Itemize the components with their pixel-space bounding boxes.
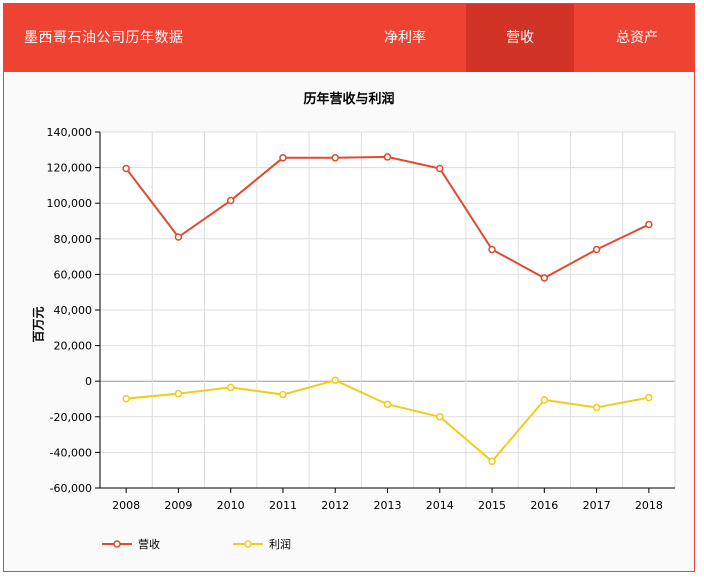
data-point[interactable] <box>331 154 339 162</box>
data-point[interactable] <box>383 153 392 161</box>
legend[interactable]: 营收 利润 <box>102 537 291 551</box>
chart-title: 历年营收与利润 <box>303 92 395 107</box>
chart-panel: 墨西哥石油公司历年数据 净利率 营收 总资产 历年营收与利润 百万元 140,0… <box>3 3 695 572</box>
line-chart: 140,000 120,000 100,000 80,000 60,000 40,000 2… <box>47 126 676 551</box>
tab-total-assets[interactable]: 总资产 <box>616 30 658 46</box>
y-tick-label: 60,000 <box>54 268 93 281</box>
data-point[interactable] <box>488 457 496 466</box>
data-point[interactable] <box>226 383 235 392</box>
app-title: 墨西哥石油公司历年数据 <box>24 30 184 46</box>
x-tick-label: 2012 <box>321 499 349 512</box>
data-point[interactable] <box>540 396 549 404</box>
data-point[interactable] <box>488 245 496 254</box>
x-tick-label: 2017 <box>583 499 611 512</box>
legend-label[interactable]: 营收 <box>138 537 160 551</box>
y-tick-label: 120,000 <box>47 162 93 175</box>
y-tick-label: 140,000 <box>47 126 93 139</box>
data-point[interactable] <box>122 164 130 173</box>
y-tick-label: -60,000 <box>50 482 92 495</box>
data-point[interactable] <box>226 196 235 205</box>
x-tick-label: 2009 <box>164 499 192 512</box>
grid <box>99 131 676 489</box>
y-tick-label: -40,000 <box>50 446 92 459</box>
y-tick-label: 80,000 <box>54 233 93 246</box>
data-point[interactable] <box>540 274 549 282</box>
tab-net-margin[interactable]: 净利率 <box>384 30 426 46</box>
axes: 140,000 120,000 100,000 80,000 60,000 40,000 2… <box>47 126 675 512</box>
data-point[interactable] <box>174 233 183 241</box>
x-tick-label: 2018 <box>635 499 663 512</box>
data-point[interactable] <box>279 154 287 162</box>
legend-marker <box>113 540 121 548</box>
legend-marker <box>244 540 252 548</box>
data-point[interactable] <box>279 390 287 399</box>
tab-revenue[interactable]: 营收 <box>466 4 574 72</box>
data-point[interactable] <box>436 164 444 173</box>
data-point[interactable] <box>592 403 601 412</box>
data-point[interactable] <box>645 393 653 402</box>
x-tick-label: 2016 <box>530 499 558 512</box>
x-tick-label: 2010 <box>217 499 245 512</box>
data-point[interactable] <box>645 220 653 229</box>
x-tick-label: 2011 <box>269 499 297 512</box>
data-point[interactable] <box>331 376 339 385</box>
x-tick-label: 2015 <box>478 499 506 512</box>
y-tick-label: 100,000 <box>47 197 93 210</box>
data-point[interactable] <box>592 245 601 254</box>
y-tick-label: 40,000 <box>54 304 93 317</box>
x-tick-label: 2008 <box>112 499 140 512</box>
top-header: 墨西哥石油公司历年数据 净利率 营收 总资产 <box>4 4 694 72</box>
series-layer <box>122 153 653 466</box>
data-point[interactable] <box>174 389 183 398</box>
x-tick-label: 2014 <box>426 499 454 512</box>
x-tick-label: 2013 <box>374 499 402 512</box>
data-point[interactable] <box>383 400 392 409</box>
data-point[interactable] <box>122 394 130 403</box>
y-tick-label: 20,000 <box>54 340 93 353</box>
data-point[interactable] <box>436 413 444 421</box>
y-tick-label: -20,000 <box>50 411 92 424</box>
y-tick-label: 0 <box>85 375 92 388</box>
legend-label[interactable]: 利润 <box>269 537 291 551</box>
